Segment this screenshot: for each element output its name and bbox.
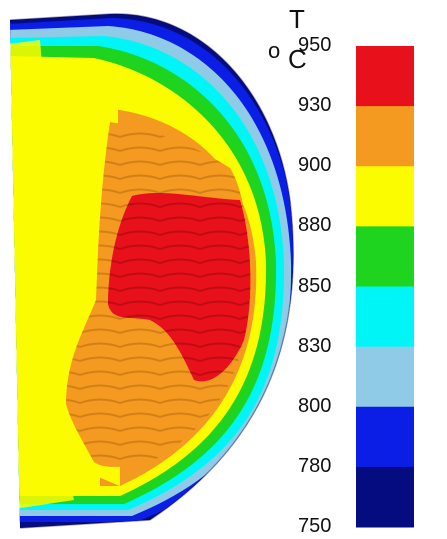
cylinder-outline xyxy=(9,13,295,529)
colorbar-band xyxy=(356,226,414,287)
colorbar-tick-label: 950 xyxy=(298,34,332,56)
colorbar-band xyxy=(356,106,414,167)
colorbar-band xyxy=(356,166,414,227)
colorbar-tick-label: 930 xyxy=(298,94,332,116)
legend-variable-label: T xyxy=(289,4,305,34)
colorbar-band xyxy=(356,46,414,107)
colorbar-tick-label: 850 xyxy=(298,275,332,297)
top-end-face xyxy=(10,40,44,100)
colorbar-tick-label: 900 xyxy=(298,154,332,176)
legend-unit-letter: C xyxy=(288,44,307,74)
colorbar-tick-label: 780 xyxy=(298,455,332,477)
bottom-end-face xyxy=(10,430,74,510)
colorbar-tick-label: 880 xyxy=(298,214,332,236)
colorbar-tick-label: 800 xyxy=(298,395,332,417)
colorbar xyxy=(356,46,414,528)
colorbar-band xyxy=(356,466,414,528)
colorbar-tick-label: 830 xyxy=(298,335,332,357)
legend-unit-degree: o xyxy=(268,38,281,63)
colorbar-band xyxy=(356,286,414,348)
colorbar-band xyxy=(356,346,414,408)
colorbar-band xyxy=(356,406,414,468)
colorbar-tick-label: 750 xyxy=(298,515,332,537)
